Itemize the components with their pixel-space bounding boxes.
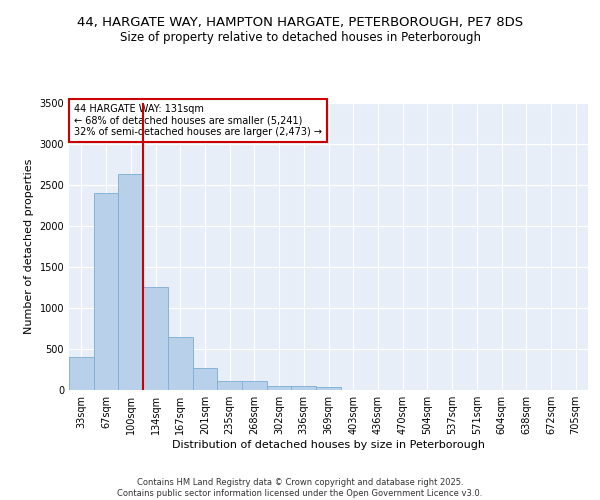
Bar	[69, 357, 94, 390]
Text: 44 HARGATE WAY: 131sqm
← 68% of detached houses are smaller (5,241)
32% of semi-: 44 HARGATE WAY: 131sqm ← 68% of detached…	[74, 104, 322, 137]
Bar	[217, 381, 242, 390]
Bar	[143, 288, 168, 390]
Text: 44, HARGATE WAY, HAMPTON HARGATE, PETERBOROUGH, PE7 8DS: 44, HARGATE WAY, HAMPTON HARGATE, PETERB…	[77, 16, 523, 29]
Bar	[242, 381, 267, 390]
Bar	[94, 193, 118, 390]
Text: Contains HM Land Registry data © Crown copyright and database right 2025.
Contai: Contains HM Land Registry data © Crown c…	[118, 478, 482, 498]
Bar	[118, 174, 143, 390]
Y-axis label: Number of detached properties: Number of detached properties	[24, 158, 34, 334]
Bar	[292, 386, 316, 390]
Bar	[193, 368, 217, 390]
Bar	[168, 338, 193, 390]
X-axis label: Distribution of detached houses by size in Peterborough: Distribution of detached houses by size …	[172, 440, 485, 450]
Bar	[316, 386, 341, 390]
Bar	[267, 386, 292, 390]
Text: Size of property relative to detached houses in Peterborough: Size of property relative to detached ho…	[119, 31, 481, 44]
